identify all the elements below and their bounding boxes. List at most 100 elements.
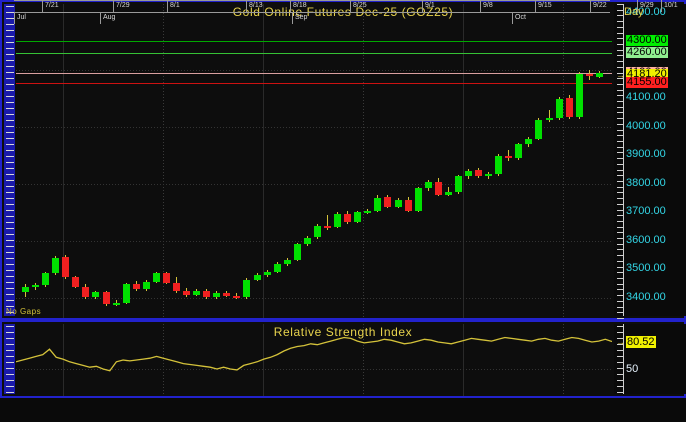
candlestick[interactable]	[475, 4, 483, 318]
month-label: Jul	[14, 12, 134, 24]
y-axis-tick	[617, 283, 624, 285]
candlestick[interactable]	[92, 4, 100, 318]
rsi-plot-area[interactable]	[16, 324, 612, 396]
candlestick[interactable]	[344, 4, 352, 318]
price-level-label[interactable]: 4260.00	[626, 45, 668, 58]
candlestick[interactable]	[565, 4, 573, 318]
horizontal-gridline	[16, 240, 612, 242]
candlestick[interactable]	[555, 4, 563, 318]
price-level-line[interactable]	[16, 52, 612, 54]
candlestick[interactable]	[324, 4, 332, 318]
price-y-axis[interactable]: 4400.004300.004260.004190.004181.204155.…	[614, 4, 686, 319]
horizontal-gridline	[16, 183, 612, 185]
candlestick[interactable]	[595, 4, 603, 318]
candlestick[interactable]	[585, 4, 593, 318]
price-level-line[interactable]	[16, 72, 612, 74]
vertical-gridline	[463, 4, 464, 318]
candlestick[interactable]	[303, 4, 311, 318]
price-level-label[interactable]: 4300.00	[626, 34, 668, 47]
candlestick[interactable]	[334, 4, 342, 318]
candlestick[interactable]	[162, 4, 170, 318]
candlestick[interactable]	[515, 4, 523, 318]
price-chart-panel[interactable]: Gold Online Futures Dec-25 (GOZ25) No Ga…	[0, 0, 686, 320]
vertical-gridline	[163, 4, 164, 318]
candlestick[interactable]	[454, 4, 462, 318]
price-level-label[interactable]: 4181.20	[626, 68, 668, 81]
candlestick[interactable]	[495, 4, 503, 318]
date-axis[interactable]: Day 7/21 7/29 8/1 8/13 8/18 8/25 9/1 9/8 9/15 9/2…	[0, 0, 686, 24]
axis-tick	[6, 150, 14, 151]
price-level-line[interactable]	[16, 41, 612, 43]
candlestick[interactable]	[434, 4, 442, 318]
axis-tick	[6, 48, 14, 49]
month-label: Aug	[100, 12, 220, 24]
rsi-axis-tick	[617, 362, 624, 363]
candlestick[interactable]	[233, 4, 241, 318]
price-plot-area[interactable]	[16, 4, 612, 318]
axis-tick	[6, 126, 14, 127]
candlestick[interactable]	[243, 4, 251, 318]
candle-body	[354, 212, 362, 223]
candlestick[interactable]	[313, 4, 321, 318]
candlestick[interactable]	[424, 4, 432, 318]
candlestick[interactable]	[384, 4, 392, 318]
candlestick[interactable]	[173, 4, 180, 318]
candlestick[interactable]	[213, 4, 221, 318]
candlestick[interactable]	[535, 4, 543, 318]
axis-tick	[6, 258, 14, 259]
candlestick[interactable]	[283, 4, 291, 318]
candlestick[interactable]	[22, 4, 29, 318]
y-axis-label: 3900.00	[626, 148, 666, 161]
candlestick[interactable]	[394, 4, 402, 318]
rsi-vertical-gridline	[263, 324, 264, 396]
rsi-line	[16, 336, 612, 372]
candlestick[interactable]	[404, 4, 412, 318]
candlestick[interactable]	[354, 4, 362, 318]
price-level-line[interactable]	[16, 82, 612, 84]
candlestick[interactable]	[112, 4, 120, 318]
candlestick[interactable]	[575, 4, 583, 318]
candlestick[interactable]	[193, 4, 201, 318]
candlestick[interactable]	[545, 4, 553, 318]
candlestick[interactable]	[132, 4, 140, 318]
candlestick[interactable]	[525, 4, 533, 318]
candlestick[interactable]	[364, 4, 372, 318]
candlestick[interactable]	[263, 4, 271, 318]
axis-tick	[6, 312, 14, 313]
candlestick[interactable]	[62, 4, 70, 318]
candlestick[interactable]	[505, 4, 513, 318]
candle-body	[344, 214, 352, 223]
candlestick[interactable]	[183, 4, 191, 318]
y-axis-label: 3800.00	[626, 176, 666, 189]
candlestick[interactable]	[72, 4, 80, 318]
candlestick[interactable]	[32, 4, 40, 318]
candlestick[interactable]	[374, 4, 382, 318]
candlestick[interactable]	[293, 4, 301, 318]
candlestick[interactable]	[142, 4, 150, 318]
axis-tick	[6, 294, 14, 295]
candlestick[interactable]	[464, 4, 472, 318]
rsi-y-axis[interactable]: 80.52 50 →	[614, 324, 686, 394]
candlestick[interactable]	[485, 4, 493, 318]
y-axis-tick	[617, 209, 624, 211]
y-axis-tick	[617, 226, 624, 228]
candle-wick	[447, 187, 449, 197]
candlestick[interactable]	[122, 4, 130, 318]
y-axis-tick	[617, 135, 624, 137]
price-level-label[interactable]: 4155.00	[626, 75, 668, 88]
rsi-current-value[interactable]: 80.52	[626, 335, 656, 348]
rsi-panel[interactable]: Relative Strength Index 80.52 50 →	[0, 320, 686, 398]
candlestick[interactable]	[52, 4, 60, 318]
candlestick[interactable]	[203, 4, 211, 318]
candlestick[interactable]	[273, 4, 281, 318]
candlestick[interactable]	[42, 4, 50, 318]
y-axis-tick	[617, 129, 624, 131]
candlestick[interactable]	[82, 4, 90, 318]
candlestick[interactable]	[102, 4, 110, 318]
candlestick[interactable]	[444, 4, 452, 318]
candlestick[interactable]	[223, 4, 231, 318]
candlestick[interactable]	[253, 4, 261, 318]
y-axis-label: 4000.00	[626, 119, 666, 132]
candlestick[interactable]	[414, 4, 422, 318]
candlestick[interactable]	[152, 4, 160, 318]
